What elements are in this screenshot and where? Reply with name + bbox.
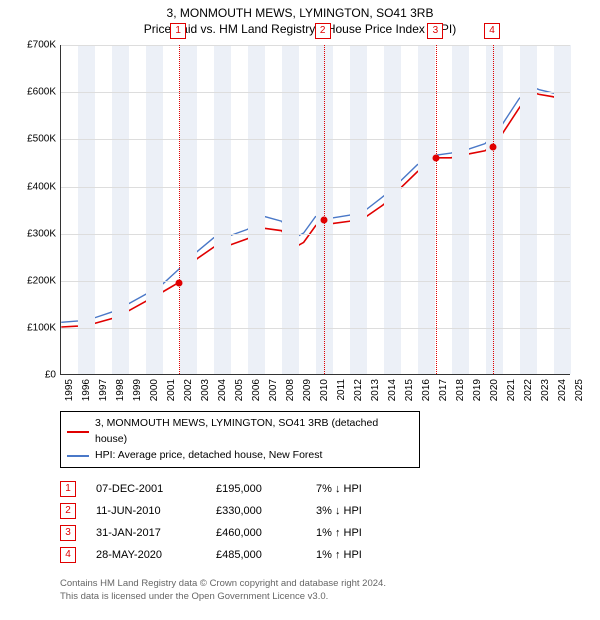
sales-row-hpi: 3% ↓ HPI: [316, 505, 406, 517]
sales-table: 1 07-DEC-2001 £195,000 7% ↓ HPI 2 11-JUN-2010…: [60, 478, 590, 566]
sales-row-price: £485,000: [216, 549, 296, 561]
year-band: [384, 45, 401, 374]
sales-row-date: 31-JAN-2017: [96, 527, 196, 539]
legend-row: 3, MONMOUTH MEWS, LYMINGTON, SO41 3RB (d…: [67, 416, 413, 448]
year-band: [180, 45, 197, 374]
sales-row-price: £330,000: [216, 505, 296, 517]
legend-label: HPI: Average price, detached house, New …: [95, 448, 322, 464]
sale-vline: [179, 45, 180, 374]
sale-marker-box: 2: [315, 23, 331, 39]
sale-dot: [176, 280, 183, 287]
legend-box: 3, MONMOUTH MEWS, LYMINGTON, SO41 3RB (d…: [60, 411, 420, 468]
sale-dot: [320, 216, 327, 223]
y-tick-label: £700K: [10, 40, 56, 51]
y-tick-label: £200K: [10, 275, 56, 286]
year-band: [78, 45, 95, 374]
y-tick-label: £400K: [10, 181, 56, 192]
chart-container: 3, MONMOUTH MEWS, LYMINGTON, SO41 3RB Pr…: [0, 0, 600, 620]
sales-row-hpi: 1% ↑ HPI: [316, 527, 406, 539]
year-band: [520, 45, 537, 374]
sales-row-date: 07-DEC-2001: [96, 483, 196, 495]
sale-vline: [436, 45, 437, 374]
sales-row-marker: 2: [60, 503, 76, 519]
sales-row-hpi: 7% ↓ HPI: [316, 483, 406, 495]
year-band: [214, 45, 231, 374]
y-tick-label: £500K: [10, 134, 56, 145]
sale-marker-box: 4: [484, 23, 500, 39]
sales-row-marker: 1: [60, 481, 76, 497]
sales-row-price: £195,000: [216, 483, 296, 495]
sale-vline: [324, 45, 325, 374]
y-tick-label: £100K: [10, 323, 56, 334]
sales-row: 2 11-JUN-2010 £330,000 3% ↓ HPI: [60, 500, 590, 522]
sales-row-date: 28-MAY-2020: [96, 549, 196, 561]
chart-area: 1995199619971998199920002001200220032004…: [10, 45, 570, 405]
sale-marker-box: 1: [170, 23, 186, 39]
sale-marker-box: 3: [427, 23, 443, 39]
y-tick-label: £0: [10, 370, 56, 381]
legend-label: 3, MONMOUTH MEWS, LYMINGTON, SO41 3RB (d…: [95, 416, 413, 448]
sale-dot: [489, 143, 496, 150]
year-band: [452, 45, 469, 374]
legend-swatch: [67, 431, 89, 433]
year-band: [112, 45, 129, 374]
title-subtitle: Price paid vs. HM Land Registry's House …: [10, 22, 590, 38]
sales-row: 3 31-JAN-2017 £460,000 1% ↑ HPI: [60, 522, 590, 544]
sale-vline: [493, 45, 494, 374]
year-band: [486, 45, 503, 374]
sales-row-date: 11-JUN-2010: [96, 505, 196, 517]
legend-row: HPI: Average price, detached house, New …: [67, 448, 413, 464]
sales-row-hpi: 1% ↑ HPI: [316, 549, 406, 561]
x-tick-label: 2025: [574, 379, 600, 401]
year-band: [282, 45, 299, 374]
year-band: [146, 45, 163, 374]
year-band: [350, 45, 367, 374]
plot-region: [60, 45, 570, 375]
sales-row-marker: 3: [60, 525, 76, 541]
footer-line-1: Contains HM Land Registry data © Crown c…: [60, 578, 590, 591]
legend-swatch: [67, 455, 89, 457]
year-band: [418, 45, 435, 374]
sales-row-marker: 4: [60, 547, 76, 563]
sales-row: 4 28-MAY-2020 £485,000 1% ↑ HPI: [60, 544, 590, 566]
y-tick-label: £600K: [10, 87, 56, 98]
year-band: [554, 45, 571, 374]
title-address: 3, MONMOUTH MEWS, LYMINGTON, SO41 3RB: [10, 6, 590, 22]
sales-row-price: £460,000: [216, 527, 296, 539]
year-band: [248, 45, 265, 374]
sale-dot: [433, 155, 440, 162]
footer-line-2: This data is licensed under the Open Gov…: [60, 591, 590, 604]
y-tick-label: £300K: [10, 228, 56, 239]
sales-row: 1 07-DEC-2001 £195,000 7% ↓ HPI: [60, 478, 590, 500]
footer-attribution: Contains HM Land Registry data © Crown c…: [60, 578, 590, 604]
